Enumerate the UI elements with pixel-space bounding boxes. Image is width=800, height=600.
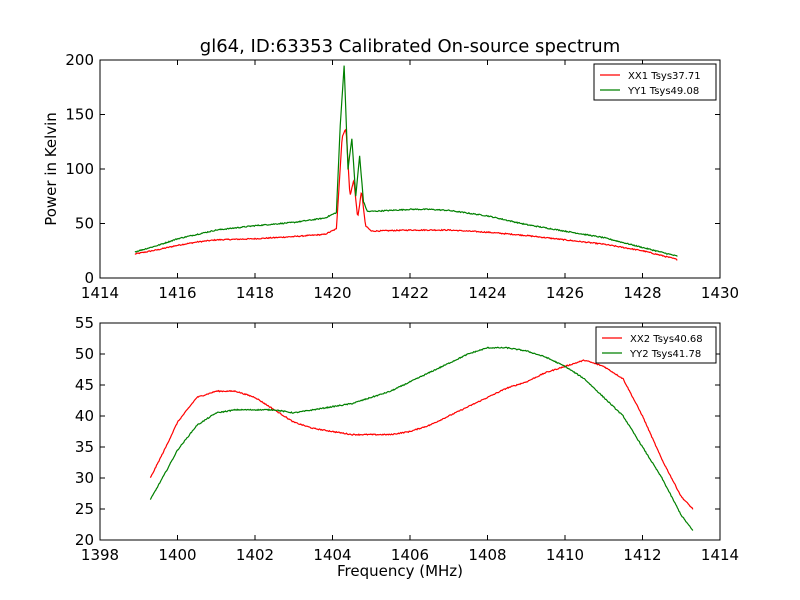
bottom-x-tick-label-7: 1412 xyxy=(623,546,661,564)
top-x-tick-label-5: 1424 xyxy=(468,284,506,302)
bottom-legend-box xyxy=(595,326,717,364)
bottom-series-line-0 xyxy=(149,359,694,510)
bottom-legend-label-yy2: YY2 Tsys41.78 xyxy=(629,349,701,360)
top-series-line-1 xyxy=(134,65,678,257)
top-x-tick-label-2: 1418 xyxy=(236,284,274,302)
top-spectrum-panel: 1414 1416 1418 1420 1422 1424 1426 1428 1430 0 50 1… xyxy=(42,51,739,302)
top-x-tick-label-3: 1420 xyxy=(313,284,351,302)
bottom-ticks-layer: 1398 1400 1402 1404 1406 1408 1410 1412 1414 20 25… xyxy=(75,314,739,564)
bottom-x-axis-title: Frequency (MHz) xyxy=(337,562,463,580)
bottom-y-tick-label-2: 30 xyxy=(75,469,94,487)
bottom-legend-label-xx2: XX2 Tsys40.68 xyxy=(630,334,703,345)
bottom-x-tick-label-3: 1404 xyxy=(313,546,351,564)
bottom-y-tick-label-6: 50 xyxy=(75,345,94,363)
bottom-y-tick-label-7: 55 xyxy=(75,314,94,332)
bottom-legend: XX2 Tsys40.68 YY2 Tsys41.78 xyxy=(595,326,717,364)
top-x-tick-label-4: 1422 xyxy=(391,284,429,302)
bottom-y-tick-label-4: 40 xyxy=(75,407,94,425)
bottom-x-tick-label-4: 1406 xyxy=(391,546,429,564)
top-legend: XX1 Tsys37.71 YY1 Tsys49.08 xyxy=(593,63,717,101)
top-x-tick-label-8: 1430 xyxy=(701,284,739,302)
bottom-x-tick-label-6: 1410 xyxy=(546,546,584,564)
top-y-tick-label-2: 100 xyxy=(65,160,94,178)
bottom-spectrum-panel: 1398 1400 1402 1404 1406 1408 1410 1412 1414 20 25… xyxy=(75,314,739,580)
bottom-series-layer xyxy=(149,346,694,531)
top-ticks-layer: 1414 1416 1418 1420 1422 1424 1426 1428 1430 0 50 1… xyxy=(65,51,739,302)
top-x-tick-label-7: 1428 xyxy=(623,284,661,302)
top-y-tick-label-4: 200 xyxy=(65,51,94,69)
bottom-x-tick-label-8: 1414 xyxy=(701,546,739,564)
bottom-series-line-1 xyxy=(149,346,694,531)
figure-title: gl64, ID:63353 Calibrated On-source spec… xyxy=(200,36,620,57)
top-y-axis-title: Power in Kelvin xyxy=(42,112,60,226)
bottom-x-tick-label-1: 1400 xyxy=(158,546,196,564)
top-y-tick-label-3: 150 xyxy=(65,106,94,124)
top-x-tick-label-0: 1414 xyxy=(81,284,119,302)
top-x-tick-label-6: 1426 xyxy=(546,284,584,302)
bottom-y-tick-label-5: 45 xyxy=(75,376,94,394)
bottom-x-tick-label-5: 1408 xyxy=(468,546,506,564)
top-legend-label-xx1: XX1 Tsys37.71 xyxy=(628,71,701,82)
top-series-line-0 xyxy=(134,128,678,261)
top-y-tick-label-1: 50 xyxy=(75,215,94,233)
bottom-x-tick-label-2: 1402 xyxy=(236,546,274,564)
top-legend-label-yy1: YY1 Tsys49.08 xyxy=(627,86,699,97)
top-x-tick-label-1: 1416 xyxy=(158,284,196,302)
bottom-y-tick-label-3: 35 xyxy=(75,438,94,456)
bottom-y-tick-label-0: 20 xyxy=(75,531,94,549)
bottom-x-tick-label-0: 1398 xyxy=(81,546,119,564)
bottom-y-tick-label-1: 25 xyxy=(75,500,94,518)
top-legend-box xyxy=(593,63,717,101)
top-y-tick-label-0: 0 xyxy=(84,269,94,287)
top-series-layer xyxy=(134,65,678,261)
